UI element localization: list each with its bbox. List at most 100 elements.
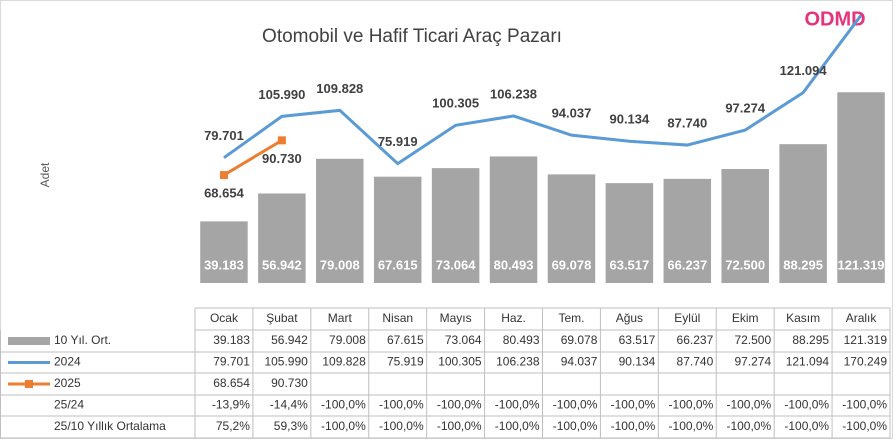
line-label: 100.305 [432, 96, 479, 111]
row-label: 25/10 Yıllık Ortalama [54, 419, 166, 433]
table-cell: -100,0% [379, 419, 424, 433]
bar [258, 193, 306, 283]
table-cell: -100,0% [611, 398, 656, 412]
line-label: 79.701 [204, 128, 244, 143]
bar [200, 221, 248, 283]
legend-label: 2024 [54, 355, 81, 369]
bar-label: 73.064 [436, 257, 477, 272]
table-cell: -100,0% [726, 419, 771, 433]
x-tick-label: Ekim [732, 311, 759, 325]
table-cell: 56.942 [271, 333, 308, 347]
table-cell: 68.654 [213, 376, 250, 390]
line-label: 94.037 [552, 106, 592, 121]
table-cell: -100,0% [669, 419, 714, 433]
bar [373, 176, 422, 283]
table-cell: 88.295 [792, 333, 829, 347]
marker [277, 136, 286, 145]
table-cell: 66.237 [677, 333, 714, 347]
bar [837, 92, 885, 283]
table-cell: 90.134 [619, 355, 656, 369]
line-label: 68.654 [204, 185, 245, 200]
table-cell: -100,0% [842, 398, 887, 412]
bar-label: 56.942 [262, 257, 302, 272]
chart-title: Otomobil ve Hafif Ticari Araç Pazarı [262, 26, 562, 47]
line-label: 105.990 [258, 87, 305, 102]
table-cell: -100,0% [321, 419, 366, 433]
bar [547, 174, 596, 283]
table-cell: -100,0% [321, 398, 366, 412]
table-cell: 73.064 [445, 333, 482, 347]
table-cell: 97.274 [734, 355, 771, 369]
table-cell: 87.740 [677, 355, 714, 369]
table-cell: 67.615 [387, 333, 424, 347]
x-tick-label: Şubat [266, 311, 298, 325]
table-cell: -100,0% [842, 419, 887, 433]
bar-label: 67.615 [378, 257, 418, 272]
bar-label: 88.295 [783, 257, 823, 272]
table-cell: -100,0% [669, 398, 714, 412]
row-label: 25/24 [54, 398, 84, 412]
table-cell: 100.305 [438, 355, 482, 369]
legend-label: 10 Yıl. Ort. [54, 333, 111, 347]
bar [779, 144, 827, 283]
line-label: 87.740 [667, 115, 707, 130]
bar-label: 63.517 [609, 257, 649, 272]
table-cell: 170.249 [844, 355, 888, 369]
x-tick-label: Aralık [846, 311, 878, 325]
line-label: 97.274 [725, 101, 766, 116]
bar [316, 158, 364, 283]
table-cell: -100,0% [437, 419, 482, 433]
x-tick-label: Eylül [674, 311, 700, 325]
table-cell: -100,0% [726, 398, 771, 412]
table-cell: -14,4% [270, 398, 308, 412]
table-cell: 39.183 [213, 333, 250, 347]
table-cell: -100,0% [553, 398, 598, 412]
bar [721, 169, 769, 283]
legend-label: 2025 [54, 376, 81, 390]
table-cell: -100,0% [784, 419, 829, 433]
line-label: 121.094 [780, 63, 828, 78]
table-cell: 106.238 [496, 355, 540, 369]
bar-label: 66.237 [667, 257, 707, 272]
x-tick-label: Haz. [501, 311, 526, 325]
bar-label: 69.078 [552, 257, 592, 272]
table-cell: 105.990 [264, 355, 308, 369]
x-tick-label: Ocak [210, 311, 239, 325]
table-cell: 59,3% [274, 419, 308, 433]
bar [663, 178, 712, 283]
table-cell: 94.037 [561, 355, 598, 369]
table-cell: -100,0% [611, 419, 656, 433]
x-tick-label: Mayıs [440, 311, 472, 325]
x-tick-label: Kasım [786, 311, 820, 325]
bar-label: 72.500 [725, 257, 765, 272]
table-cell: -100,0% [495, 419, 540, 433]
table-cell: -13,9% [212, 398, 250, 412]
line [223, 14, 863, 166]
line-label: 90.730 [262, 151, 302, 166]
table-cell: 79.008 [329, 333, 366, 347]
table-cell: 75,2% [216, 419, 250, 433]
table-cell: 75.919 [387, 355, 424, 369]
table-cell: 63.517 [619, 333, 656, 347]
table-cell: -100,0% [379, 398, 424, 412]
table-cell: 80.493 [503, 333, 540, 347]
x-tick-label: Nisan [382, 311, 413, 325]
table-cell: -100,0% [437, 398, 482, 412]
logo: ODMD [804, 8, 865, 30]
table-cell: 72.500 [734, 333, 771, 347]
bar [431, 168, 480, 283]
table-cell: 121.319 [844, 333, 888, 347]
bar-label: 39.183 [204, 257, 244, 272]
table-cell: 90.730 [271, 376, 308, 390]
bar [605, 183, 654, 283]
table-cell: 79.701 [213, 355, 250, 369]
table-cell: -100,0% [495, 398, 540, 412]
legend-swatch [8, 337, 50, 345]
line-label: 90.134 [609, 112, 650, 127]
x-tick-label: Mart [328, 311, 353, 325]
x-tick-label: Ağus [616, 311, 643, 325]
bar-label: 121.319 [838, 257, 885, 272]
y-axis-label: Adet [38, 162, 52, 187]
bar [489, 156, 538, 283]
